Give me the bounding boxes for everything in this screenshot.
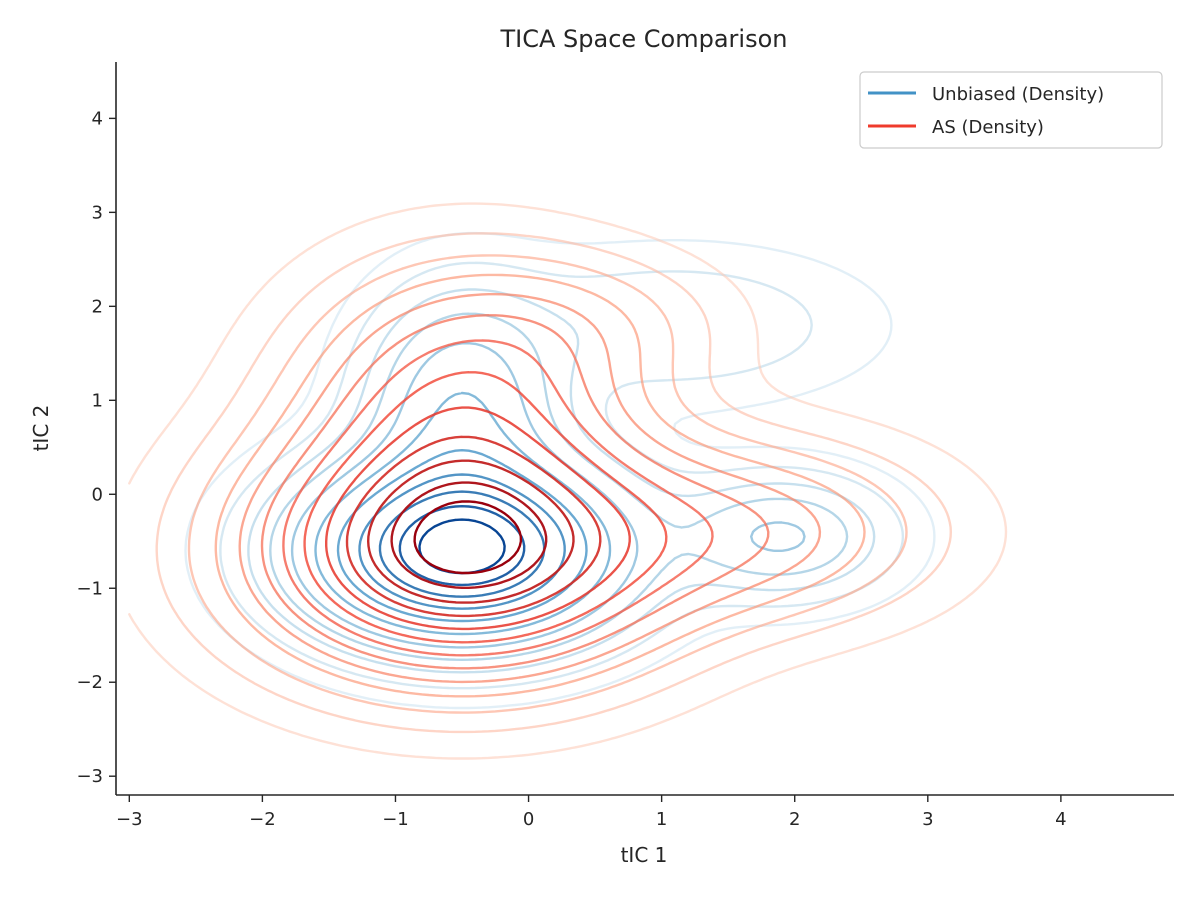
y-tick-label: 3 bbox=[92, 202, 103, 223]
contour-level bbox=[290, 342, 806, 649]
y-tick-label: −3 bbox=[76, 766, 103, 787]
y-tick-label: −2 bbox=[76, 672, 103, 693]
contour-level bbox=[336, 449, 588, 623]
y-tick-label: 2 bbox=[92, 296, 103, 317]
contour-level bbox=[413, 500, 523, 575]
contour-level bbox=[155, 232, 952, 734]
contour-level bbox=[345, 435, 602, 618]
contour-level bbox=[367, 459, 575, 604]
x-tick-label: 2 bbox=[789, 809, 800, 830]
x-ticks: −3 −2 −1 0 1 2 3 4 bbox=[116, 795, 1067, 830]
y-axis-label: tIC 2 bbox=[29, 405, 53, 452]
contour-level bbox=[325, 406, 631, 631]
contour-level bbox=[128, 202, 1008, 760]
contour-level bbox=[260, 314, 770, 670]
contour-level bbox=[238, 293, 822, 684]
contour-level bbox=[358, 473, 566, 610]
y-ticks: −3 −2 −1 0 1 2 3 4 bbox=[76, 108, 116, 787]
chart-title: TICA Space Comparison bbox=[499, 25, 787, 53]
y-tick-label: 4 bbox=[92, 108, 103, 129]
contour-level bbox=[184, 231, 936, 710]
x-tick-label: 1 bbox=[656, 809, 667, 830]
contour-series-as bbox=[128, 202, 1008, 760]
y-tick-label: 0 bbox=[92, 484, 103, 505]
y-tick-label: 1 bbox=[92, 390, 103, 411]
contour-series-unbiased bbox=[184, 231, 936, 710]
x-tick-label: −2 bbox=[249, 809, 276, 830]
contour-level bbox=[378, 490, 546, 598]
x-tick-label: 4 bbox=[1055, 809, 1066, 830]
contour-level bbox=[282, 339, 714, 657]
contour-level bbox=[303, 371, 668, 644]
legend: Unbiased (Density) AS (Density) bbox=[859, 71, 1163, 149]
axes: −3 −2 −1 0 1 2 3 4 −3 −2 −1 0 1 2 3 4 bbox=[76, 62, 1174, 830]
contour-level bbox=[187, 254, 908, 714]
contour-level bbox=[314, 391, 612, 636]
contour-level bbox=[247, 288, 876, 674]
legend-frame bbox=[859, 71, 1163, 149]
plot-area bbox=[128, 202, 1008, 760]
x-tick-label: 0 bbox=[523, 809, 534, 830]
x-axis-label: tIC 1 bbox=[621, 843, 668, 867]
x-tick-label: −1 bbox=[382, 809, 409, 830]
legend-label-unbiased: Unbiased (Density) bbox=[932, 84, 1104, 105]
legend-label-as: AS (Density) bbox=[932, 117, 1044, 138]
x-tick-label: 3 bbox=[922, 809, 933, 830]
contour-level bbox=[269, 312, 849, 661]
y-tick-label: −1 bbox=[76, 578, 103, 599]
contour-level bbox=[214, 273, 866, 698]
x-tick-label: −3 bbox=[116, 809, 143, 830]
contour-level bbox=[390, 481, 548, 589]
